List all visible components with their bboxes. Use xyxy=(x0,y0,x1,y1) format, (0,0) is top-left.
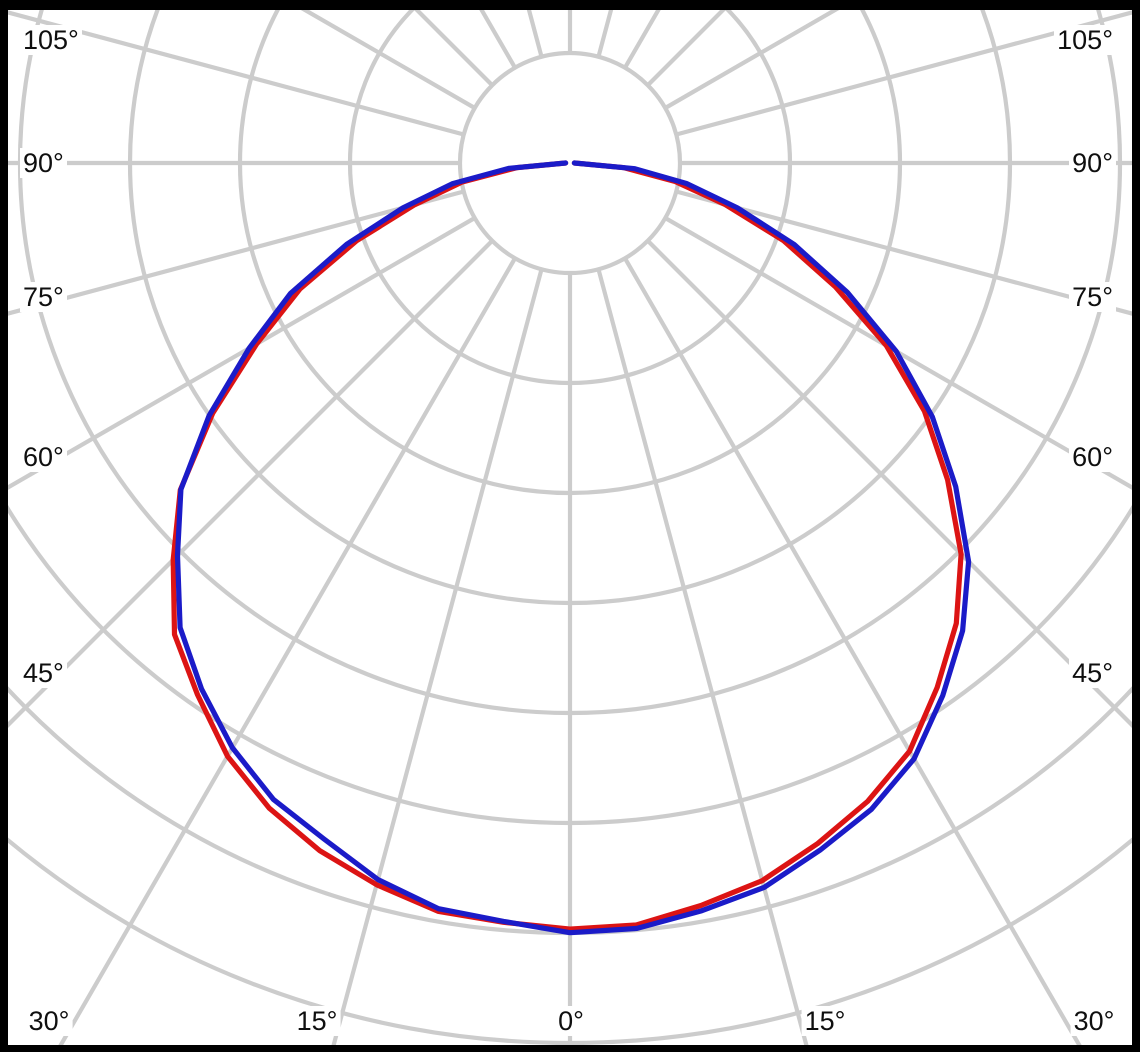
angle-label-left-60deg: 60° xyxy=(20,442,67,472)
red-curve xyxy=(170,160,964,932)
angle-label-left-105deg: 105° xyxy=(20,25,82,55)
angle-label-bottom-30deg: 30° xyxy=(25,1006,73,1036)
angle-label-right-90deg: 90° xyxy=(1069,148,1116,178)
angle-label-right-60deg: 60° xyxy=(1069,442,1116,472)
angle-label-bottom-0deg: 0° xyxy=(555,1006,587,1036)
angle-label-bottom-15deg: 15° xyxy=(293,1006,341,1036)
angle-label-left-90deg: 90° xyxy=(20,148,67,178)
angle-label-left-45deg: 45° xyxy=(20,658,67,688)
angle-label-bottom-30deg: 30° xyxy=(1070,1006,1118,1036)
blue-curve xyxy=(174,160,972,936)
angle-label-left-75deg: 75° xyxy=(20,282,67,312)
angle-label-right-45deg: 45° xyxy=(1069,658,1116,688)
angle-label-bottom-15deg: 15° xyxy=(801,1006,849,1036)
angle-label-right-75deg: 75° xyxy=(1069,282,1116,312)
angle-label-right-105deg: 105° xyxy=(1054,25,1116,55)
